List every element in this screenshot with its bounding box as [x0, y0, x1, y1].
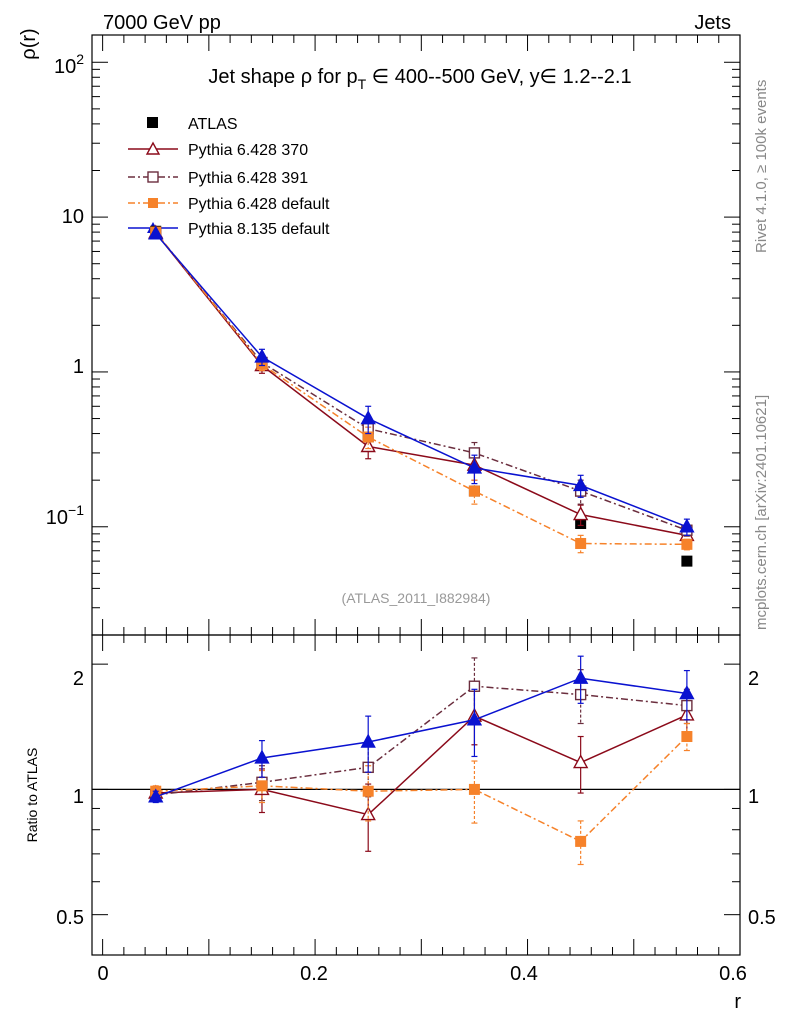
legend-marker-p391	[147, 171, 159, 183]
main-series-4-point	[148, 225, 164, 240]
main-series-4-line	[155, 233, 688, 528]
legend-marker-atlas	[147, 117, 158, 128]
ratio-series-3-point	[572, 669, 589, 684]
ratio-series-3-point	[360, 733, 376, 748]
legend-label-p391: Pythia 6.428 391	[188, 170, 308, 187]
ratio-series-1	[150, 657, 693, 802]
ratio-series-2-line	[155, 735, 688, 843]
main-series-4-point	[679, 518, 695, 533]
main-series-4	[148, 225, 695, 536]
main-series-0-point	[681, 555, 693, 567]
mcplots-label: mcplots.cern.ch [arXiv:2401.10621]	[753, 395, 770, 630]
header-left: 7000 GeV pp	[103, 12, 221, 34]
x-tick-label-0.2: 0.2	[300, 963, 328, 985]
ratio-series-2-point	[362, 785, 374, 797]
main-series-3-line	[155, 231, 687, 546]
main-y-ticks	[92, 61, 740, 636]
ratio-tick-label-2-left: 2	[73, 668, 84, 690]
x-tick-label-0.4: 0.4	[510, 963, 538, 985]
main-series-1	[148, 224, 695, 544]
rivet-label: Rivet 4.1.0, ≥ 100k events	[753, 80, 770, 253]
ratio-series-3-line	[155, 677, 687, 798]
ratio-series-2	[150, 722, 693, 866]
ratio-series-3-point	[254, 749, 270, 764]
main-y-axis-label: ρ(r)	[18, 28, 40, 59]
ratio-tick-label-0.5-left: 0.5	[56, 907, 84, 929]
y-tick-label-100: 102	[54, 51, 84, 78]
ratio-tick-label-1-right: 1	[748, 786, 759, 808]
legend-marker-p370	[145, 141, 161, 155]
main-series-3-point	[468, 485, 480, 497]
legend-marker-p6def	[148, 198, 158, 208]
header-right: Jets	[694, 12, 731, 34]
legend: ATLAS Pythia 6.428 370 Pythia 6.428 391 …	[128, 116, 330, 238]
analysis-watermark: (ATLAS_2011_I882984)	[342, 590, 491, 606]
legend-label-p8def: Pythia 8.135 default	[188, 221, 330, 238]
ratio-series-1-line	[155, 685, 687, 796]
main-series-1-line	[155, 232, 688, 537]
main-series	[148, 224, 695, 567]
ratio-series-2-point	[575, 835, 587, 847]
main-series-2	[150, 227, 693, 537]
main-series-1-point	[360, 438, 376, 453]
ratio-series	[148, 655, 695, 866]
ratio-series-3-point	[679, 685, 695, 700]
main-series-3-point	[362, 431, 374, 443]
y-tick-label-1: 1	[73, 356, 84, 378]
x-ticks	[102, 35, 741, 955]
ratio-series-3	[148, 655, 695, 804]
ratio-series-0-line	[155, 714, 688, 816]
ratio-series-2-point	[468, 783, 480, 795]
chart-title: Jet shape ρ for pT ∈ 400--500 GeV, y∈ 1.…	[208, 66, 631, 92]
ratio-y-axis-label: Ratio to ATLAS	[24, 748, 40, 843]
x-tick-label-0.6: 0.6	[719, 963, 747, 985]
ratio-series-0	[148, 690, 695, 852]
main-series-4-point	[466, 459, 483, 474]
ratio-series-2-point	[256, 780, 268, 792]
x-tick-label-0: 0	[97, 963, 108, 985]
main-series-1-point	[572, 506, 589, 521]
y-tick-label-10: 10	[62, 206, 84, 228]
ratio-tick-label-0.5-right: 0.5	[748, 907, 776, 929]
legend-label-p6def: Pythia 6.428 default	[188, 196, 330, 213]
main-series-3-point	[681, 538, 693, 550]
main-series-3-point	[575, 537, 587, 549]
ratio-series-2-point	[681, 731, 693, 743]
ratio-series-0-point	[572, 754, 589, 769]
x-axis-label: r	[734, 991, 741, 1013]
y-tick-label-0.1: 10−1	[46, 502, 84, 529]
legend-label-p370: Pythia 6.428 370	[188, 142, 308, 159]
main-series-4-point	[254, 348, 270, 363]
ratio-series-3-point	[466, 711, 483, 726]
ratio-panel-frame	[91, 634, 741, 956]
main-series-2-line	[155, 232, 688, 531]
main-series-4-point	[360, 410, 376, 425]
main-series-4-point	[572, 476, 589, 492]
main-series-0	[150, 225, 693, 567]
main-series-3	[150, 226, 693, 554]
legend-label-atlas: ATLAS	[188, 116, 238, 133]
ratio-tick-label-2-right: 2	[748, 668, 759, 690]
ratio-tick-label-1-left: 1	[73, 786, 84, 808]
ratio-series-3-point	[148, 788, 164, 803]
